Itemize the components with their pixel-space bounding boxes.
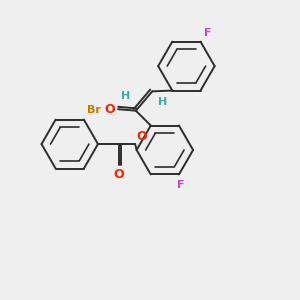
Text: O: O <box>113 168 124 181</box>
Text: H: H <box>121 91 130 101</box>
Text: F: F <box>204 28 212 38</box>
Text: Br: Br <box>87 105 101 115</box>
Text: O: O <box>104 103 115 116</box>
Text: O: O <box>136 130 147 142</box>
Text: F: F <box>177 180 184 190</box>
Text: H: H <box>158 97 167 107</box>
